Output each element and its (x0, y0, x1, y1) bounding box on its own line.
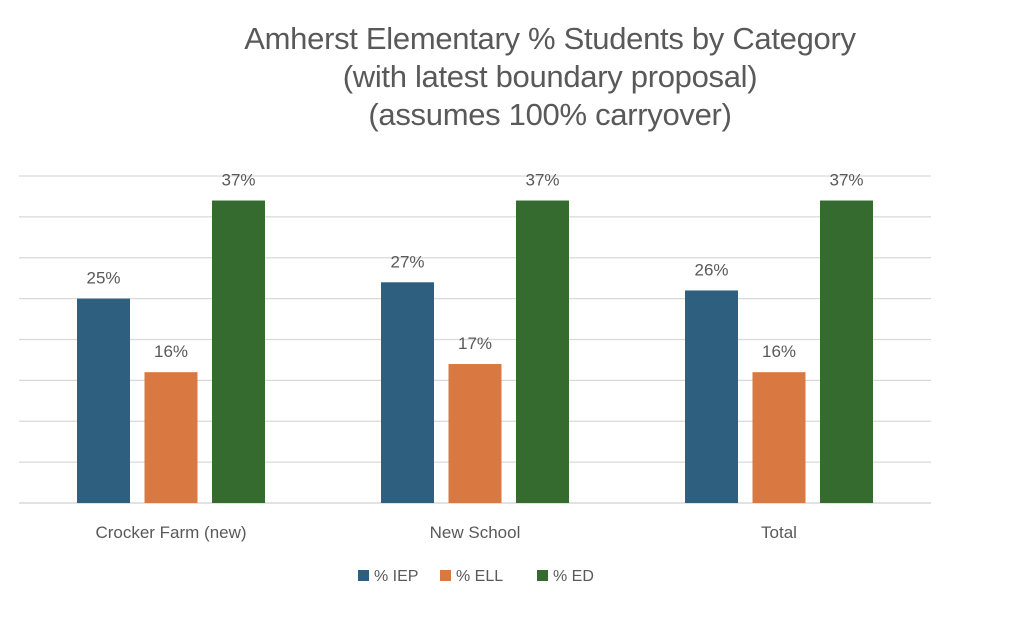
legend-label: % ELL (456, 568, 503, 585)
data-label: 26% (694, 260, 728, 279)
legend-swatch (358, 570, 369, 581)
chart-title-line-3: (assumes 100% carryover) (368, 97, 732, 132)
data-labels: 25% 16% 37% 27% 17% 37% 26% 16% 37% (86, 171, 863, 362)
bar (381, 282, 434, 503)
bar (77, 298, 130, 503)
bar (685, 290, 738, 503)
data-label: 16% (762, 342, 796, 361)
data-label: 37% (525, 171, 559, 190)
data-label: 37% (829, 171, 863, 190)
bar (144, 372, 198, 503)
chart-title-line-2: (with latest boundary proposal) (342, 59, 758, 94)
x-tick-label: Crocker Farm (new) (95, 523, 246, 542)
x-tick-label: New School (430, 523, 521, 542)
data-label: 27% (390, 252, 424, 271)
bar (752, 372, 806, 503)
x-axis-labels: Crocker Farm (new) New School Total (95, 523, 797, 542)
bar (212, 200, 265, 503)
data-label: 25% (86, 269, 120, 288)
legend-label: % IEP (374, 568, 418, 585)
chart-title: Amherst Elementary % Students by Categor… (0, 20, 1024, 134)
x-tick-label: Total (761, 523, 797, 542)
chart-title-line-1: Amherst Elementary % Students by Categor… (244, 21, 856, 56)
bar (516, 200, 569, 503)
legend-swatch (440, 570, 451, 581)
legend-label: % ED (553, 568, 594, 585)
data-label: 16% (154, 342, 188, 361)
bar (448, 364, 502, 503)
legend-swatch (537, 570, 548, 581)
data-label: 17% (458, 334, 492, 353)
data-label: 37% (221, 171, 255, 190)
bars (77, 200, 873, 503)
bar (820, 200, 873, 503)
legend: % IEP % ELL % ED (358, 568, 594, 585)
